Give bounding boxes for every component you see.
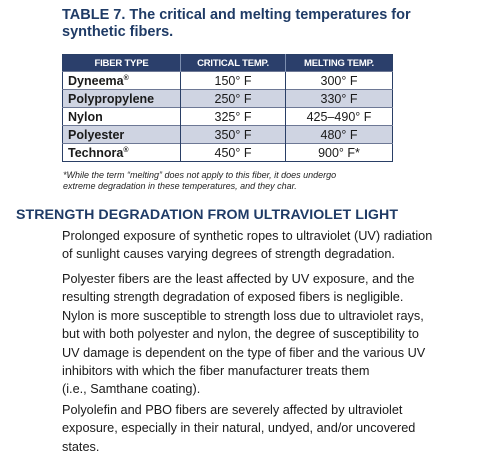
fiber-name-cell: Polyester — [62, 125, 181, 144]
fiber-name: Dyneema — [68, 73, 124, 88]
header-melting-temp: MELTING TEMP. — [285, 54, 393, 72]
melting-temp-cell: 900° F* — [285, 143, 393, 162]
paragraph-line: resulting strength degradation of expose… — [62, 290, 404, 305]
paragraph-line: (i.e., Samthane coating). — [62, 382, 201, 397]
table-header-row: FIBER TYPE CRITICAL TEMP. MELTING TEMP. — [62, 54, 393, 72]
paragraph-line: UV damage is dependent on the type of fi… — [62, 345, 426, 360]
fiber-name-cell: Polypropylene — [62, 89, 181, 108]
critical-temp-cell: 325° F — [180, 107, 286, 126]
fiber-name: Polypropylene — [68, 91, 155, 106]
melting-temp-cell: 425–490° F — [285, 107, 393, 126]
fiber-name: Nylon — [68, 109, 103, 124]
fiber-temperature-table: FIBER TYPE CRITICAL TEMP. MELTING TEMP. … — [62, 54, 393, 162]
fiber-name: Polyester — [68, 127, 125, 142]
paragraph-line: Prolonged exposure of synthetic ropes to… — [62, 229, 433, 243]
paragraph-line: Polyester fibers are the least affected … — [62, 272, 415, 286]
header-critical-temp: CRITICAL TEMP. — [180, 54, 286, 72]
table-row: Technora® 450° F 900° F* — [62, 143, 393, 162]
melting-temp-cell: 480° F — [285, 125, 393, 144]
fiber-name: Technora — [68, 145, 124, 160]
footnote-line-1: *While the term “melting” does not apply… — [63, 170, 337, 180]
paragraph-line: but with both polyester and nylon, the d… — [62, 327, 419, 342]
paragraph-line: Polyolefin and PBO fibers are severely a… — [62, 403, 403, 417]
table-row: Nylon 325° F 425–490° F — [62, 107, 393, 126]
section-heading: STRENGTH DEGRADATION FROM ULTRAVIOLET LI… — [16, 207, 399, 223]
registered-mark: ® — [123, 74, 129, 82]
header-fiber-type: FIBER TYPE — [62, 54, 181, 72]
table-title: TABLE 7. The critical and melting temper… — [62, 7, 462, 40]
fiber-name-cell: Dyneema® — [62, 71, 181, 90]
paragraph-polyester-nylon: Polyester fibers are the least affected … — [62, 270, 467, 399]
critical-temp-cell: 150° F — [180, 71, 286, 90]
footnote-line-2: extreme degradation in these temperature… — [63, 181, 297, 191]
fiber-name-cell: Technora® — [62, 143, 181, 162]
paragraph-line: inhibitors with which the fiber manufact… — [62, 364, 370, 379]
table-title-line-1: TABLE 7. The critical and melting temper… — [62, 7, 411, 23]
table-row: Polypropylene 250° F 330° F — [62, 89, 393, 108]
critical-temp-cell: 450° F — [180, 143, 286, 162]
paragraph-polyolefin-pbo: Polyolefin and PBO fibers are severely a… — [62, 401, 467, 456]
table-row: Polyester 350° F 480° F — [62, 125, 393, 144]
registered-mark: ® — [123, 146, 129, 154]
table-footnote: *While the term “melting” does not apply… — [63, 170, 363, 192]
critical-temp-cell: 250° F — [180, 89, 286, 108]
paragraph-line: states. — [62, 439, 100, 454]
melting-temp-cell: 330° F — [285, 89, 393, 108]
table-row: Dyneema® 150° F 300° F — [62, 71, 393, 90]
paragraph-uv-exposure: Prolonged exposure of synthetic ropes to… — [62, 227, 467, 264]
fiber-name-cell: Nylon — [62, 107, 181, 126]
melting-temp-cell: 300° F — [285, 71, 393, 90]
paragraph-line: exposure, especially in their natural, u… — [62, 421, 416, 436]
paragraph-line: of sunlight causes varying degrees of st… — [62, 247, 395, 262]
critical-temp-cell: 350° F — [180, 125, 286, 144]
table-title-line-2: synthetic fibers. — [62, 23, 174, 40]
paragraph-line: Nylon is more susceptible to strength lo… — [62, 308, 424, 323]
